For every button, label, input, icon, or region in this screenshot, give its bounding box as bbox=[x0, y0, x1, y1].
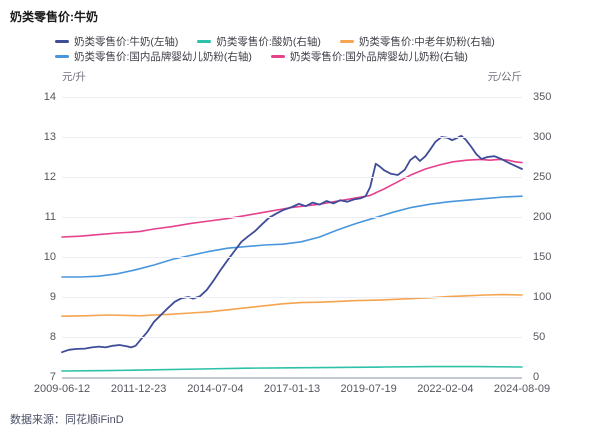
right-axis-tick: 200 bbox=[533, 211, 552, 223]
series-line-domestic-infant bbox=[61, 195, 523, 278]
right-axis-tick: 350 bbox=[533, 91, 552, 103]
x-axis-tick: 2009-06-12 bbox=[33, 383, 91, 395]
chart-title: 奶类零售价:牛奶 bbox=[10, 10, 98, 24]
left-axis-tick: 9 bbox=[49, 291, 56, 303]
left-axis-tick: 7 bbox=[49, 371, 56, 383]
legend-label: 奶类零售价:国外品牌婴幼儿奶粉(右轴) bbox=[289, 51, 468, 63]
legend-label: 奶类零售价:牛奶(左轴) bbox=[74, 36, 179, 48]
gridline bbox=[62, 177, 522, 178]
legend-swatch-icon bbox=[55, 40, 69, 43]
gridline bbox=[62, 137, 522, 138]
left-axis-tick: 10 bbox=[43, 251, 56, 263]
gridline bbox=[62, 257, 522, 258]
gridline bbox=[62, 337, 522, 338]
legend-swatch-icon bbox=[197, 40, 212, 43]
legend-item[interactable]: 奶类零售价:酸奶(右轴) bbox=[197, 34, 321, 49]
right-axis-tick: 100 bbox=[533, 291, 552, 303]
left-axis-tick: 14 bbox=[43, 91, 56, 103]
legend-swatch-icon bbox=[270, 55, 285, 58]
line-chart bbox=[61, 134, 523, 372]
x-axis-tick: 2019-07-19 bbox=[340, 383, 397, 395]
x-axis-tick: 2011-12-23 bbox=[110, 383, 167, 395]
plot-area bbox=[61, 97, 523, 379]
gridline bbox=[62, 297, 522, 298]
series-line-yogurt bbox=[61, 365, 523, 372]
right-axis-tick: 50 bbox=[533, 331, 546, 343]
legend-label: 奶类零售价:国内品牌婴幼儿奶粉(右轴) bbox=[74, 51, 252, 63]
legend-label: 奶类零售价:酸奶(右轴) bbox=[216, 36, 321, 48]
legend-item[interactable]: 奶类零售价:国内品牌婴幼儿奶粉(右轴) bbox=[55, 49, 252, 64]
legend: 奶类零售价:牛奶(左轴) 奶类零售价:酸奶(右轴) 奶类零售价:中老年奶粉(右轴) 奶… bbox=[55, 34, 495, 64]
x-axis-tick: 2017-01-13 bbox=[263, 383, 321, 395]
x-axis-line bbox=[62, 377, 522, 379]
right-axis-tick: 250 bbox=[533, 171, 552, 183]
right-axis-unit: 元/公斤 bbox=[487, 71, 522, 83]
gridline bbox=[62, 217, 522, 218]
left-axis-tick: 8 bbox=[49, 331, 56, 343]
series-line-foreign-infant bbox=[61, 158, 523, 238]
series-line-senior-powder bbox=[61, 293, 523, 317]
legend-item[interactable]: 奶类零售价:中老年奶粉(右轴) bbox=[339, 34, 495, 49]
left-axis-tick: 12 bbox=[43, 171, 56, 183]
legend-row: 奶类零售价:牛奶(左轴) 奶类零售价:酸奶(右轴) 奶类零售价:中老年奶粉(右轴) bbox=[55, 34, 495, 49]
legend-label: 奶类零售价:中老年奶粉(右轴) bbox=[358, 36, 495, 48]
right-axis-tick: 300 bbox=[533, 131, 552, 143]
legend-item[interactable]: 奶类零售价:国外品牌婴幼儿奶粉(右轴) bbox=[270, 49, 468, 64]
x-axis-tick: 2014-07-04 bbox=[187, 383, 244, 395]
left-axis-unit: 元/升 bbox=[62, 71, 86, 83]
data-source: 数据来源：同花顺iFinD bbox=[10, 414, 124, 426]
left-axis-tick: 13 bbox=[43, 131, 56, 143]
x-axis-tick: 2024-08-09 bbox=[493, 383, 551, 395]
legend-row: 奶类零售价:国内品牌婴幼儿奶粉(右轴) 奶类零售价:国外品牌婴幼儿奶粉(右轴) bbox=[55, 49, 495, 64]
right-axis-tick: 0 bbox=[533, 371, 540, 383]
legend-swatch-icon bbox=[339, 40, 354, 43]
left-axis-tick: 11 bbox=[44, 211, 56, 223]
x-axis-tick: 2022-02-04 bbox=[417, 383, 474, 395]
legend-swatch-icon bbox=[55, 55, 69, 58]
right-axis-tick: 150 bbox=[533, 251, 552, 263]
gridline bbox=[62, 97, 522, 98]
series-line-milk bbox=[61, 134, 523, 354]
legend-item[interactable]: 奶类零售价:牛奶(左轴) bbox=[55, 34, 178, 49]
